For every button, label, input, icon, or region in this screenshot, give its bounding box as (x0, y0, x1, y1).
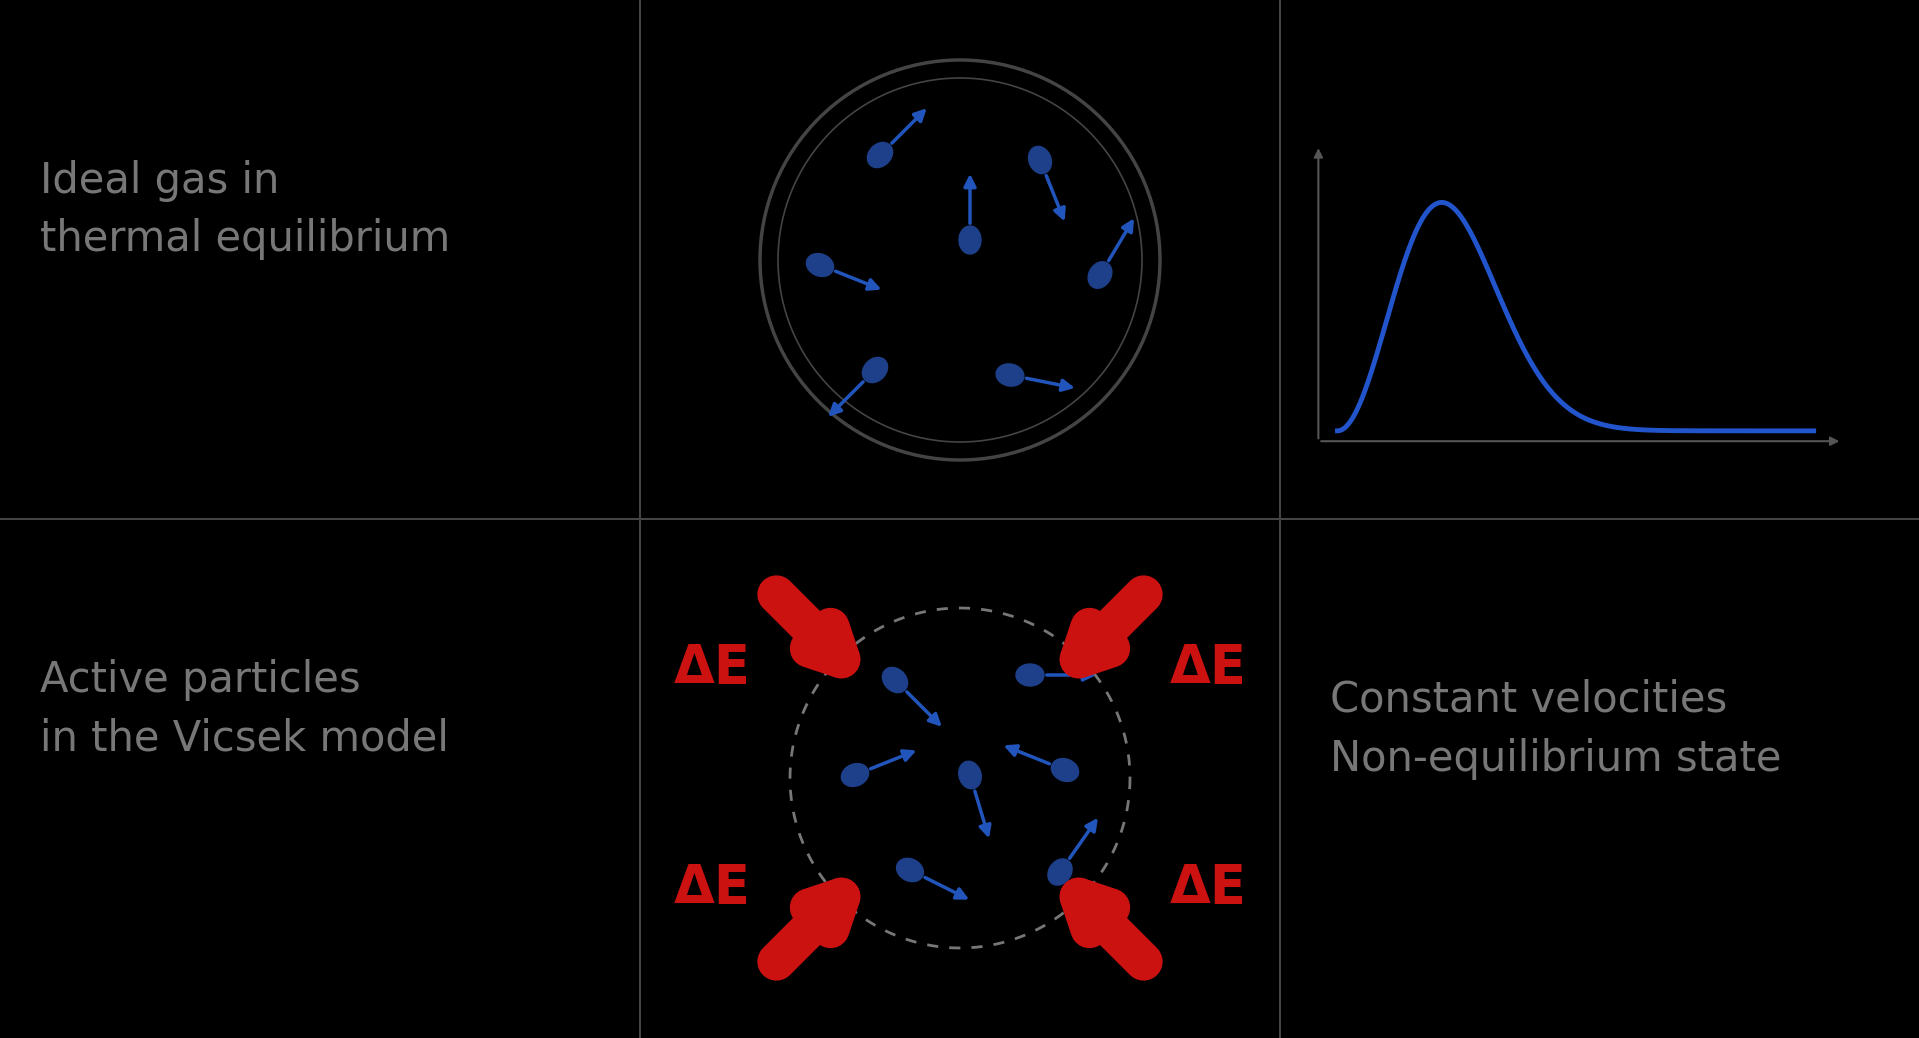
Ellipse shape (883, 667, 908, 692)
Ellipse shape (960, 226, 981, 254)
Text: ΔE: ΔE (674, 643, 750, 694)
Text: Maxwell-Boltzmann
distribution: Maxwell-Boltzmann distribution (1330, 349, 1735, 449)
Text: ΔE: ΔE (1169, 862, 1247, 913)
Text: Ideal gas in
thermal equilibrium: Ideal gas in thermal equilibrium (40, 160, 451, 261)
Ellipse shape (1029, 146, 1052, 173)
Ellipse shape (960, 761, 981, 789)
Ellipse shape (1048, 858, 1073, 885)
Text: Active particles
in the Vicsek model: Active particles in the Vicsek model (40, 659, 449, 760)
Text: ΔE: ΔE (674, 862, 750, 913)
Ellipse shape (862, 357, 888, 383)
Ellipse shape (996, 364, 1025, 386)
Ellipse shape (841, 764, 869, 787)
Ellipse shape (867, 142, 892, 167)
Text: ΔE: ΔE (1169, 643, 1247, 694)
Ellipse shape (1052, 759, 1078, 782)
Text: Constant velocities
Non-equilibrium state: Constant velocities Non-equilibrium stat… (1330, 679, 1781, 780)
Ellipse shape (1015, 664, 1044, 686)
Ellipse shape (1088, 262, 1111, 289)
Ellipse shape (896, 858, 923, 881)
Ellipse shape (806, 253, 833, 276)
